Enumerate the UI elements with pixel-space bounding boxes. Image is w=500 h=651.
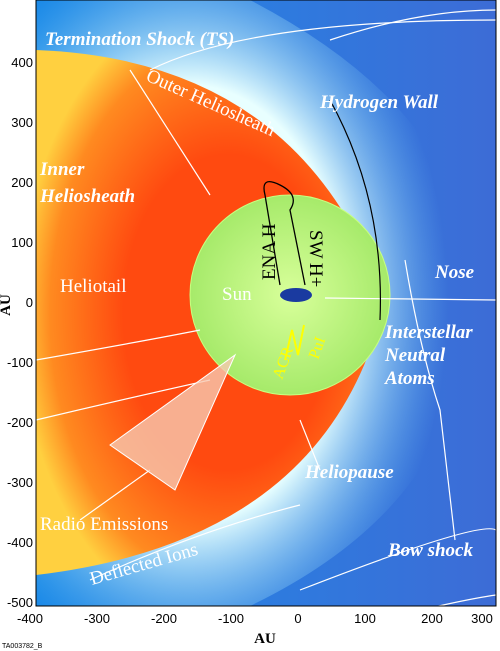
x-tick-label: -200 [151,611,177,626]
y-tick-label: -300 [7,475,33,490]
plot-area: Termination Shock (TS) Outer Heliosheath… [35,0,497,621]
footer-code: TA003782_B [2,643,43,650]
x-tick-label: 200 [421,611,443,626]
label: Heliopause [304,462,394,483]
ena-loop [263,181,306,286]
y-tick-label: -100 [7,355,33,370]
label: ENA H [259,223,280,280]
label: Interstellar [384,322,473,343]
label: Atoms [384,368,435,389]
label: PuI [306,335,330,362]
y-tick-label: 100 [11,235,33,250]
label: Heliotail [60,276,126,297]
y-tick-label: -200 [7,415,33,430]
y-tick-label: 0 [26,295,33,310]
lines [35,9,497,621]
label: Inner [39,159,85,180]
x-axis-label: AU [254,631,276,647]
x-tick-label: -400 [17,611,43,626]
ticks: -400 -300 -200 -100 0 100 200 300 400 300 200 100 0 -… [7,55,493,626]
label: Neutral [384,345,446,366]
x-tick-label: 0 [294,611,301,626]
label: SW H+ [305,230,326,287]
sun [280,288,312,302]
x-tick-label: 100 [354,611,376,626]
y-tick-label: 200 [11,175,33,190]
y-tick-label: -500 [7,595,33,610]
plot-frame [35,0,497,607]
label: Nose [434,262,475,283]
y-tick-label: 400 [11,55,33,70]
label: Termination Shock (TS) [45,29,234,50]
label: Sun [222,284,252,305]
label: Hydrogen Wall [319,92,439,113]
x-tick-label: -300 [84,611,110,626]
label: Bow shock [387,540,473,561]
y-tick-label: 300 [11,115,33,130]
x-tick-label: 300 [471,611,493,626]
acr-zigzag [284,324,305,361]
y-axis-label: AU [0,294,14,316]
label: Radio Emissions [40,514,168,535]
y-tick-label: -400 [7,535,33,550]
x-tick-label: -100 [218,611,244,626]
radio-cone [109,353,237,491]
label: Heliosheath [39,186,135,207]
